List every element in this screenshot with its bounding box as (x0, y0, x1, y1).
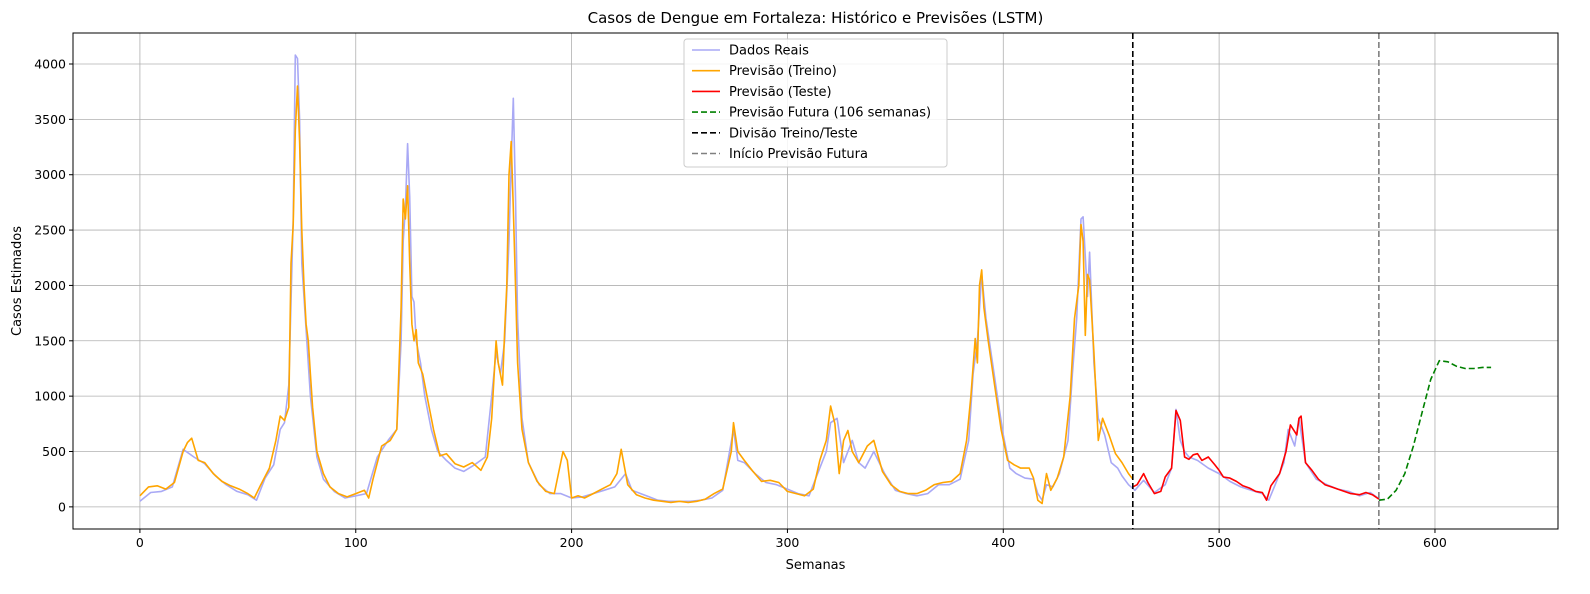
y-tick-label: 1500 (34, 333, 66, 348)
y-tick-label: 3000 (34, 167, 66, 182)
legend-label-1: Previsão (Treino) (729, 64, 837, 79)
x-tick-label: 400 (991, 535, 1015, 550)
legend-label-4: Divisão Treino/Teste (729, 126, 858, 141)
series-line-1 (139, 85, 1134, 505)
y-tick-label: 0 (58, 499, 66, 514)
y-tick-label: 500 (42, 444, 66, 459)
legend-label-0: Dados Reais (729, 44, 809, 59)
x-tick-label: 200 (560, 535, 584, 550)
y-tick-label: 2000 (34, 278, 66, 293)
y-tick-label: 3500 (34, 112, 66, 127)
legend-label-3: Previsão Futura (106 semanas) (729, 106, 931, 121)
x-tick-label: 100 (344, 535, 368, 550)
legend-label-5: Início Previsão Futura (729, 147, 868, 162)
series-line-2 (1132, 409, 1380, 501)
x-tick-label: 0 (136, 535, 144, 550)
y-tick-label: 2500 (34, 223, 66, 238)
legend-label-2: Previsão (Teste) (729, 85, 832, 100)
x-axis-label: Semanas (786, 558, 846, 573)
legend-box (683, 38, 948, 168)
y-tick-label: 1000 (34, 389, 66, 404)
chart-title: Casos de Dengue em Fortaleza: Histórico … (588, 9, 1044, 27)
y-tick-label: 4000 (34, 57, 66, 72)
x-tick-label: 500 (1207, 535, 1231, 550)
plot-frame (72, 32, 1559, 530)
x-tick-label: 300 (776, 535, 800, 550)
y-axis-label: Casos Estimados (10, 226, 25, 336)
series-line-3 (1378, 359, 1492, 501)
x-tick-label: 600 (1423, 535, 1447, 550)
